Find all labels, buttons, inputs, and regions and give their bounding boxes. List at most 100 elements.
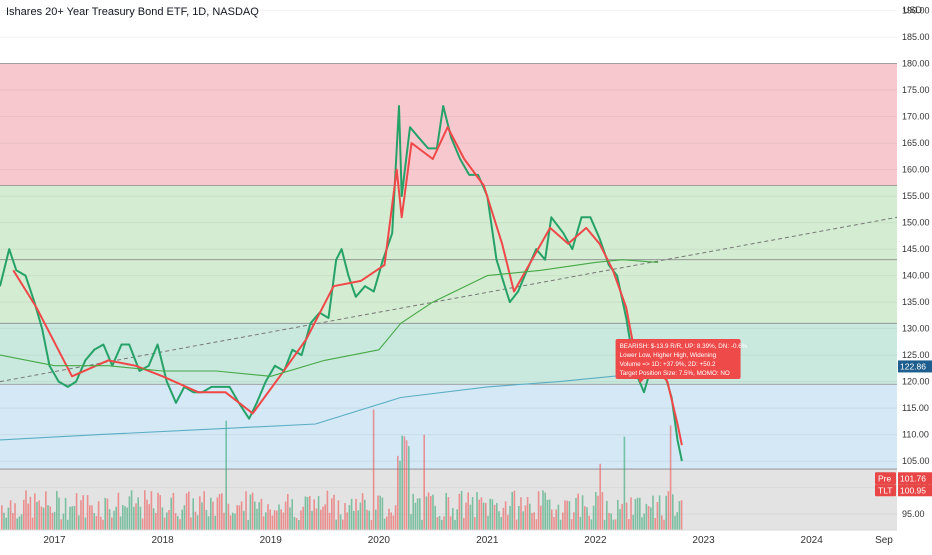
volume-bar (676, 512, 678, 530)
y-tick-label: 175.00 (902, 85, 930, 95)
volume-bar (467, 492, 469, 530)
price-badge-last[interactable]: 122.86 (898, 360, 932, 373)
volume-bar (608, 512, 610, 530)
volume-bar (465, 502, 467, 530)
x-tick-label: 2022 (584, 535, 607, 546)
trendline (0, 216, 898, 383)
volume-bar (203, 491, 205, 530)
volume-bar (342, 519, 344, 530)
zone-band-3 (0, 323, 897, 385)
y-axis-panel[interactable] (897, 0, 932, 550)
volume-bar (295, 517, 298, 530)
volume-bar (584, 506, 586, 530)
volume-bar (170, 497, 172, 530)
volume-bar (603, 519, 606, 530)
volume-bar (210, 497, 212, 530)
volume-bar (267, 504, 269, 530)
volume-bar (581, 495, 584, 530)
volume-bar (625, 502, 628, 530)
volume-bar (544, 492, 546, 530)
y-tick-label: 160.00 (902, 165, 930, 175)
volume-bar (251, 492, 254, 530)
volume-bar (641, 517, 643, 530)
volume-bar (419, 498, 421, 530)
volume-bar (3, 512, 5, 530)
volume-bar (236, 505, 238, 530)
y-tick-label: 140.00 (902, 271, 930, 281)
volume-bar (9, 500, 12, 530)
volume-bar (93, 513, 95, 530)
volume-bar (441, 519, 443, 530)
chart-title: Ishares 20+ Year Treasury Bond ETF, 1D, … (6, 6, 259, 18)
volume-bar (520, 497, 522, 530)
volume-bar (447, 497, 450, 530)
volume-bar (348, 505, 351, 530)
price-badge-tlt[interactable]: TLT 100.95 (875, 484, 932, 497)
volume-bar (229, 515, 232, 530)
volume-bar (379, 495, 381, 530)
volume-bar (350, 498, 353, 530)
volume-bar (445, 492, 447, 530)
zones-layer (0, 63, 897, 530)
volume-bar (58, 497, 60, 530)
volume-bar (23, 499, 25, 530)
volume-bar (254, 501, 256, 530)
volume-bar (421, 519, 423, 530)
signal-annotation[interactable] (615, 339, 741, 379)
volume-bar (476, 492, 478, 530)
volume-bar (392, 515, 395, 530)
volume-bar (141, 518, 144, 530)
volume-bar (537, 491, 540, 530)
volume-bar (27, 503, 29, 530)
volume-bar (159, 495, 161, 530)
volume-bar (614, 519, 617, 530)
volume-bar (174, 513, 177, 530)
volume-bar (196, 515, 199, 530)
volume-bar (570, 519, 573, 530)
y-tick-label: 190.00 (902, 6, 930, 16)
volume-bar (601, 492, 604, 530)
price-badge-pre[interactable]: Pre 101.76 (875, 472, 932, 485)
volume-bar (67, 519, 69, 530)
volume-bar (375, 509, 377, 530)
volume-bar (201, 502, 203, 530)
volume-bar (163, 517, 166, 530)
volume-bar (353, 510, 355, 530)
volume-bar (150, 491, 153, 530)
zone-band-2 (0, 259, 897, 324)
volume-bar (331, 498, 333, 530)
volume-bar (126, 507, 128, 530)
volume-bar (344, 503, 346, 530)
volume-bar (177, 516, 179, 530)
volume-bar (339, 514, 342, 530)
volume-bar (471, 497, 474, 530)
volume-bar (612, 519, 615, 530)
price-badge-box (898, 472, 932, 485)
volume-bar (478, 499, 480, 530)
y-tick-label: 115.00 (902, 403, 929, 413)
volume-bar (346, 512, 348, 530)
volume-bar (370, 519, 373, 530)
volume-bar (238, 505, 241, 530)
volume-bar (306, 497, 309, 530)
annotation-line: Lower Low, Higher High, Widening (620, 352, 717, 359)
volume-bar (665, 495, 667, 530)
volume-bar (617, 499, 619, 530)
volume-bar (610, 513, 612, 530)
x-tick-label: 2019 (260, 535, 283, 546)
volume-bar (575, 497, 577, 530)
volume-bar (205, 509, 208, 530)
volume-bar (146, 499, 148, 530)
volume-bar (122, 505, 124, 530)
volume-bar (247, 519, 249, 530)
volume-bar (531, 512, 533, 530)
volume-bar (34, 493, 36, 530)
volume-bar (240, 501, 243, 530)
x-axis-panel[interactable] (0, 530, 897, 550)
volume-bar (394, 505, 397, 530)
volume-bar (427, 492, 430, 530)
volume-bar (223, 512, 225, 530)
volume-bar (315, 508, 318, 530)
